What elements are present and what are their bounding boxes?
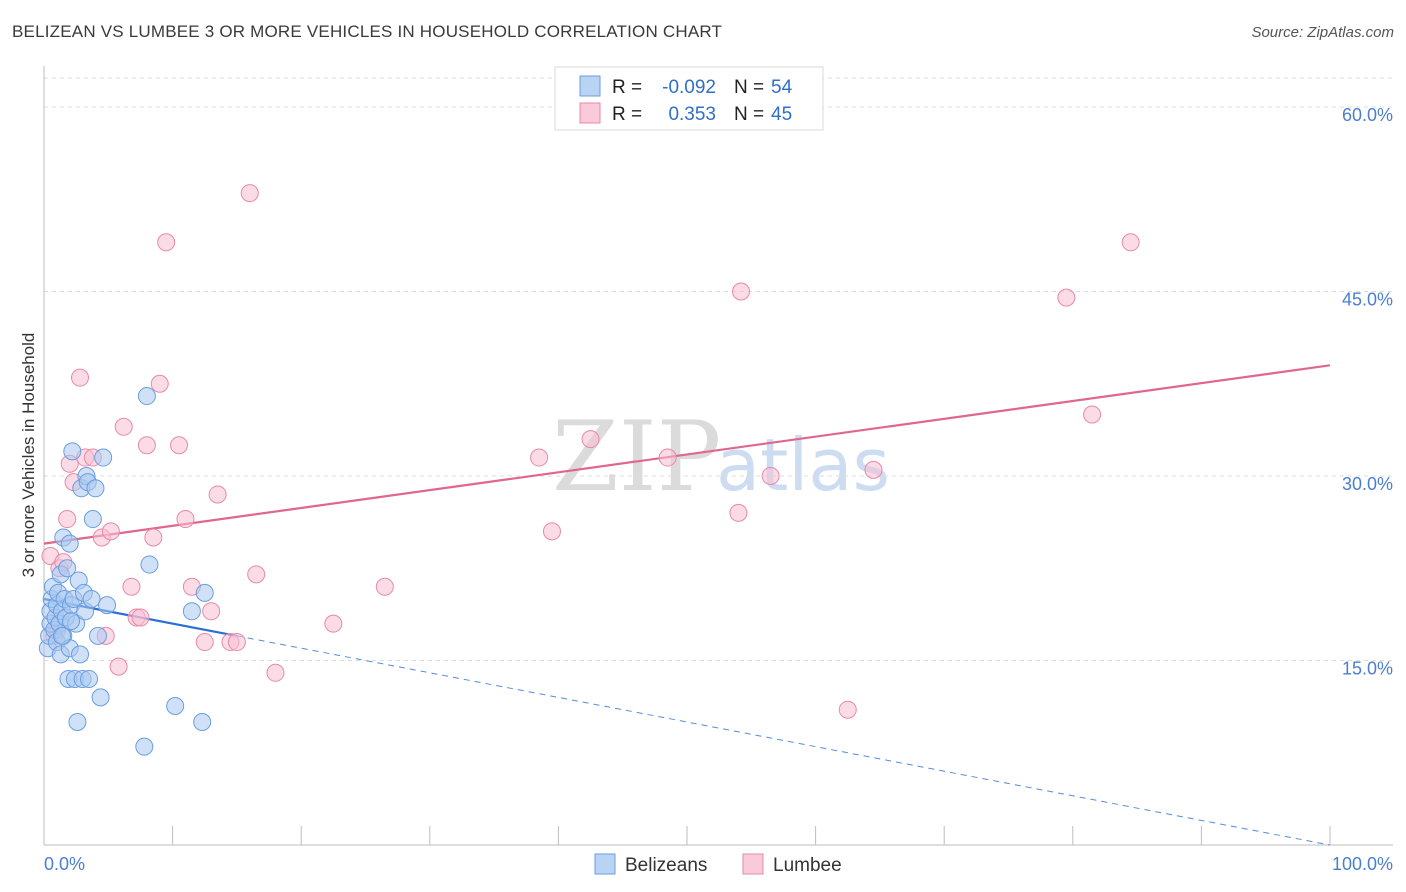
data-point-belizeans (86, 479, 105, 498)
data-point-lumbee (122, 577, 141, 596)
y-axis-label: 3 or more Vehicles in Household (19, 333, 38, 578)
grid-lines (44, 77, 1393, 661)
chart-title: BELIZEAN VS LUMBEE 3 OR MORE VEHICLES IN… (12, 22, 723, 41)
legend-r-label: R = (612, 104, 642, 125)
data-point-belizeans (98, 596, 117, 615)
data-point-belizeans (62, 612, 81, 631)
data-point-lumbee (581, 430, 600, 449)
data-point-belizeans (80, 669, 99, 688)
legend-r-value-lumbee: 0.353 (668, 104, 716, 125)
data-point-belizeans (94, 448, 113, 467)
data-point-lumbee (530, 448, 549, 467)
data-point-belizeans (137, 387, 156, 406)
y-tick-label: 30.0% (1342, 474, 1393, 494)
data-point-lumbee (1083, 405, 1102, 424)
legend-r-label: R = (612, 77, 642, 98)
data-point-lumbee (101, 522, 120, 541)
bottom-legend-label-belizeans: Belizeans (625, 855, 707, 876)
data-point-lumbee (208, 485, 227, 504)
bottom-legend-swatch-lumbee (742, 853, 764, 875)
y-tick-label: 60.0% (1342, 105, 1393, 125)
data-point-belizeans (166, 697, 185, 716)
y-tick-label: 15.0% (1342, 659, 1393, 679)
data-point-lumbee (240, 184, 259, 203)
y-axis-tick-labels: 15.0% 30.0% 45.0% 60.0% (1342, 105, 1393, 679)
data-point-lumbee (195, 633, 214, 652)
axes (43, 66, 1393, 846)
y-tick-label: 45.0% (1342, 290, 1393, 310)
data-point-belizeans (58, 559, 77, 578)
data-point-belizeans (89, 626, 108, 645)
data-point-lumbee (144, 528, 163, 547)
data-point-lumbee (729, 503, 748, 522)
data-point-lumbee (732, 282, 751, 301)
source-label: Source: ZipAtlas.com (1251, 24, 1394, 41)
data-point-belizeans (135, 737, 154, 756)
data-point-lumbee (761, 467, 780, 485)
data-point-lumbee (71, 368, 90, 387)
x-tick-label-min: 0.0% (44, 854, 85, 874)
bottom-legend: Belizeans Lumbee (594, 853, 842, 876)
data-point-belizeans (83, 510, 102, 529)
data-point-belizeans (91, 688, 110, 707)
data-point-lumbee (131, 608, 150, 627)
x-tick-label-max: 100.0% (1332, 854, 1393, 874)
watermark: ZIP atlas (552, 401, 890, 513)
watermark-atlas: atlas (716, 423, 890, 507)
data-point-lumbee (838, 700, 857, 719)
data-point-belizeans (63, 442, 82, 461)
data-point-lumbee (58, 510, 77, 529)
legend-n-value-belizeans: 54 (771, 77, 793, 98)
legend-n-value-lumbee: 45 (771, 104, 792, 125)
data-point-lumbee (324, 614, 343, 633)
data-point-lumbee (1121, 233, 1140, 252)
data-point-belizeans (140, 555, 159, 574)
data-point-lumbee (375, 577, 394, 596)
x-axis-ticks (172, 826, 1331, 845)
legend-swatch-belizeans (579, 75, 601, 97)
data-point-lumbee (109, 657, 128, 676)
trend-line-belizeans-extrapolated (236, 635, 1331, 846)
legend-box: R = -0.092 N = 54 R = 0.353 N = 45 (554, 66, 824, 131)
data-point-belizeans (53, 626, 72, 645)
data-point-lumbee (176, 510, 195, 529)
data-point-lumbee (227, 633, 246, 652)
data-point-lumbee (542, 522, 561, 541)
legend-r-value-belizeans: -0.092 (662, 77, 716, 98)
data-point-belizeans (195, 583, 214, 602)
data-point-lumbee (137, 436, 156, 455)
data-point-lumbee (266, 663, 285, 682)
data-point-belizeans (193, 713, 212, 731)
data-point-belizeans (71, 645, 90, 664)
data-point-lumbee (202, 602, 221, 621)
data-point-lumbee (247, 565, 266, 584)
data-point-lumbee (114, 417, 133, 436)
data-point-lumbee (658, 448, 677, 467)
data-point-lumbee (170, 436, 189, 455)
bottom-legend-label-lumbee: Lumbee (773, 855, 842, 876)
data-point-lumbee (1057, 288, 1076, 307)
data-point-belizeans (182, 602, 201, 621)
data-point-lumbee (864, 460, 883, 479)
legend-swatch-lumbee (579, 102, 601, 124)
data-point-lumbee (157, 233, 176, 252)
data-point-lumbee (150, 374, 169, 393)
watermark-zip: ZIP (552, 401, 721, 513)
legend-n-label: N = (734, 77, 764, 98)
series-belizeans (38, 387, 214, 756)
trend-line-lumbee (43, 364, 1331, 545)
series-lumbee (41, 184, 1140, 719)
legend-n-label: N = (734, 104, 764, 125)
data-point-belizeans (60, 534, 79, 553)
data-point-belizeans (68, 713, 87, 731)
data-point-belizeans (82, 590, 101, 608)
bottom-legend-swatch-belizeans (594, 853, 616, 875)
